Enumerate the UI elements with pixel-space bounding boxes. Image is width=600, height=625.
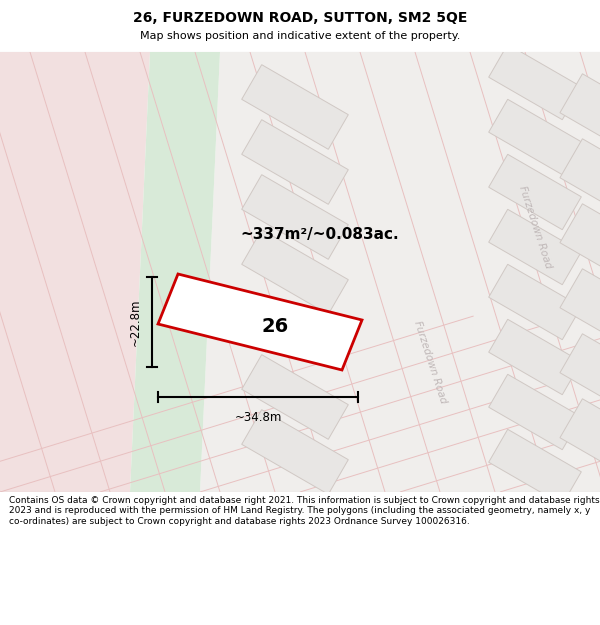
Polygon shape <box>488 429 581 505</box>
Polygon shape <box>242 64 349 149</box>
Text: 26, FURZEDOWN ROAD, SUTTON, SM2 5QE: 26, FURZEDOWN ROAD, SUTTON, SM2 5QE <box>133 11 467 26</box>
Polygon shape <box>560 204 600 270</box>
Polygon shape <box>242 229 349 314</box>
Polygon shape <box>242 354 349 439</box>
Polygon shape <box>488 154 581 230</box>
Polygon shape <box>130 52 220 492</box>
Polygon shape <box>327 52 518 492</box>
Text: Map shows position and indicative extent of the property.: Map shows position and indicative extent… <box>140 31 460 41</box>
Text: 26: 26 <box>262 318 289 336</box>
Polygon shape <box>158 274 362 370</box>
Polygon shape <box>488 374 581 450</box>
Polygon shape <box>0 52 150 492</box>
Polygon shape <box>242 409 349 494</box>
Polygon shape <box>488 99 581 175</box>
Text: Furzedown Road: Furzedown Road <box>517 184 553 269</box>
Text: ~337m²/~0.083ac.: ~337m²/~0.083ac. <box>240 226 398 241</box>
Polygon shape <box>560 334 600 400</box>
Polygon shape <box>560 399 600 465</box>
Polygon shape <box>200 52 600 492</box>
Text: Contains OS data © Crown copyright and database right 2021. This information is : Contains OS data © Crown copyright and d… <box>9 496 599 526</box>
Polygon shape <box>242 119 349 204</box>
Polygon shape <box>560 74 600 140</box>
Polygon shape <box>488 264 581 340</box>
Text: ~34.8m: ~34.8m <box>235 411 281 424</box>
Polygon shape <box>488 319 581 395</box>
Text: ~22.8m: ~22.8m <box>129 298 142 346</box>
Polygon shape <box>242 174 349 259</box>
Polygon shape <box>560 139 600 205</box>
Polygon shape <box>488 209 581 285</box>
Polygon shape <box>560 269 600 335</box>
Text: Furzedown Road: Furzedown Road <box>412 319 448 404</box>
Polygon shape <box>488 44 581 120</box>
